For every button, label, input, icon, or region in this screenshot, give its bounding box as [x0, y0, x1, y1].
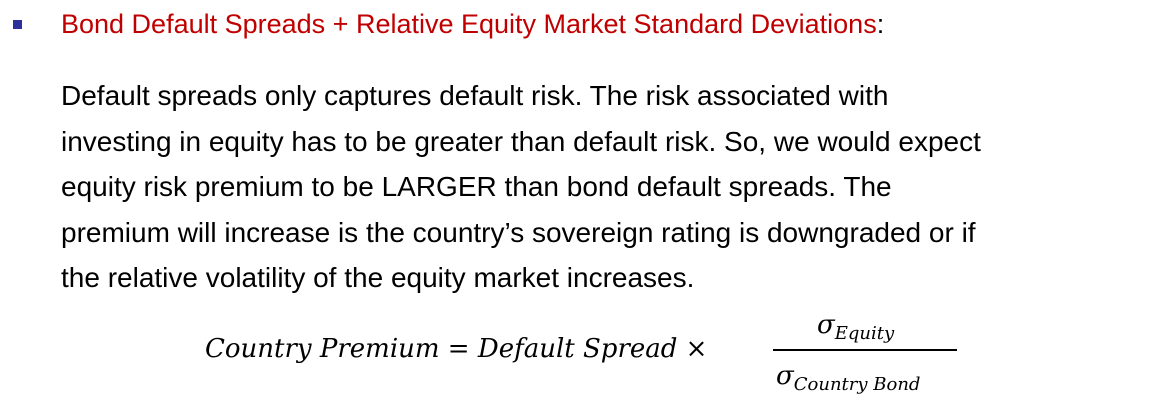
- formula-lhs: Country Premium = Default Spread ×: [205, 334, 708, 364]
- body-paragraph: Default spreads only captures default ri…: [61, 73, 1156, 301]
- denominator-subscript: Country Bond: [793, 374, 921, 395]
- denominator-sigma: σ: [776, 361, 794, 391]
- numerator-sigma: σ: [817, 310, 835, 340]
- paragraph-line: investing in equity has to be greater th…: [61, 125, 981, 157]
- formula-fraction: σEquity σCountry Bond: [773, 305, 957, 401]
- fraction-bar: [773, 349, 957, 351]
- formula-numerator: σEquity: [817, 307, 894, 346]
- paragraph-line: Default spreads only captures default ri…: [61, 80, 889, 111]
- numerator-subscript: Equity: [834, 323, 895, 344]
- paragraph-line: the relative volatility of the equity ma…: [61, 262, 695, 293]
- formula-denominator: σCountry Bond: [776, 358, 920, 397]
- heading-colon: :: [876, 9, 885, 39]
- paragraph-line: equity risk premium to be LARGER than bo…: [61, 171, 892, 202]
- slide-heading: Bond Default Spreads + Relative Equity M…: [61, 4, 884, 44]
- paragraph-line: premium will increase is the country’s s…: [61, 216, 976, 248]
- heading-title: Bond Default Spreads + Relative Equity M…: [61, 9, 877, 39]
- bullet-heading-row: Bond Default Spreads + Relative Equity M…: [0, 4, 1171, 48]
- bullet-square-icon: [13, 20, 22, 29]
- country-premium-formula: Country Premium = Default Spread × σEqui…: [205, 305, 965, 401]
